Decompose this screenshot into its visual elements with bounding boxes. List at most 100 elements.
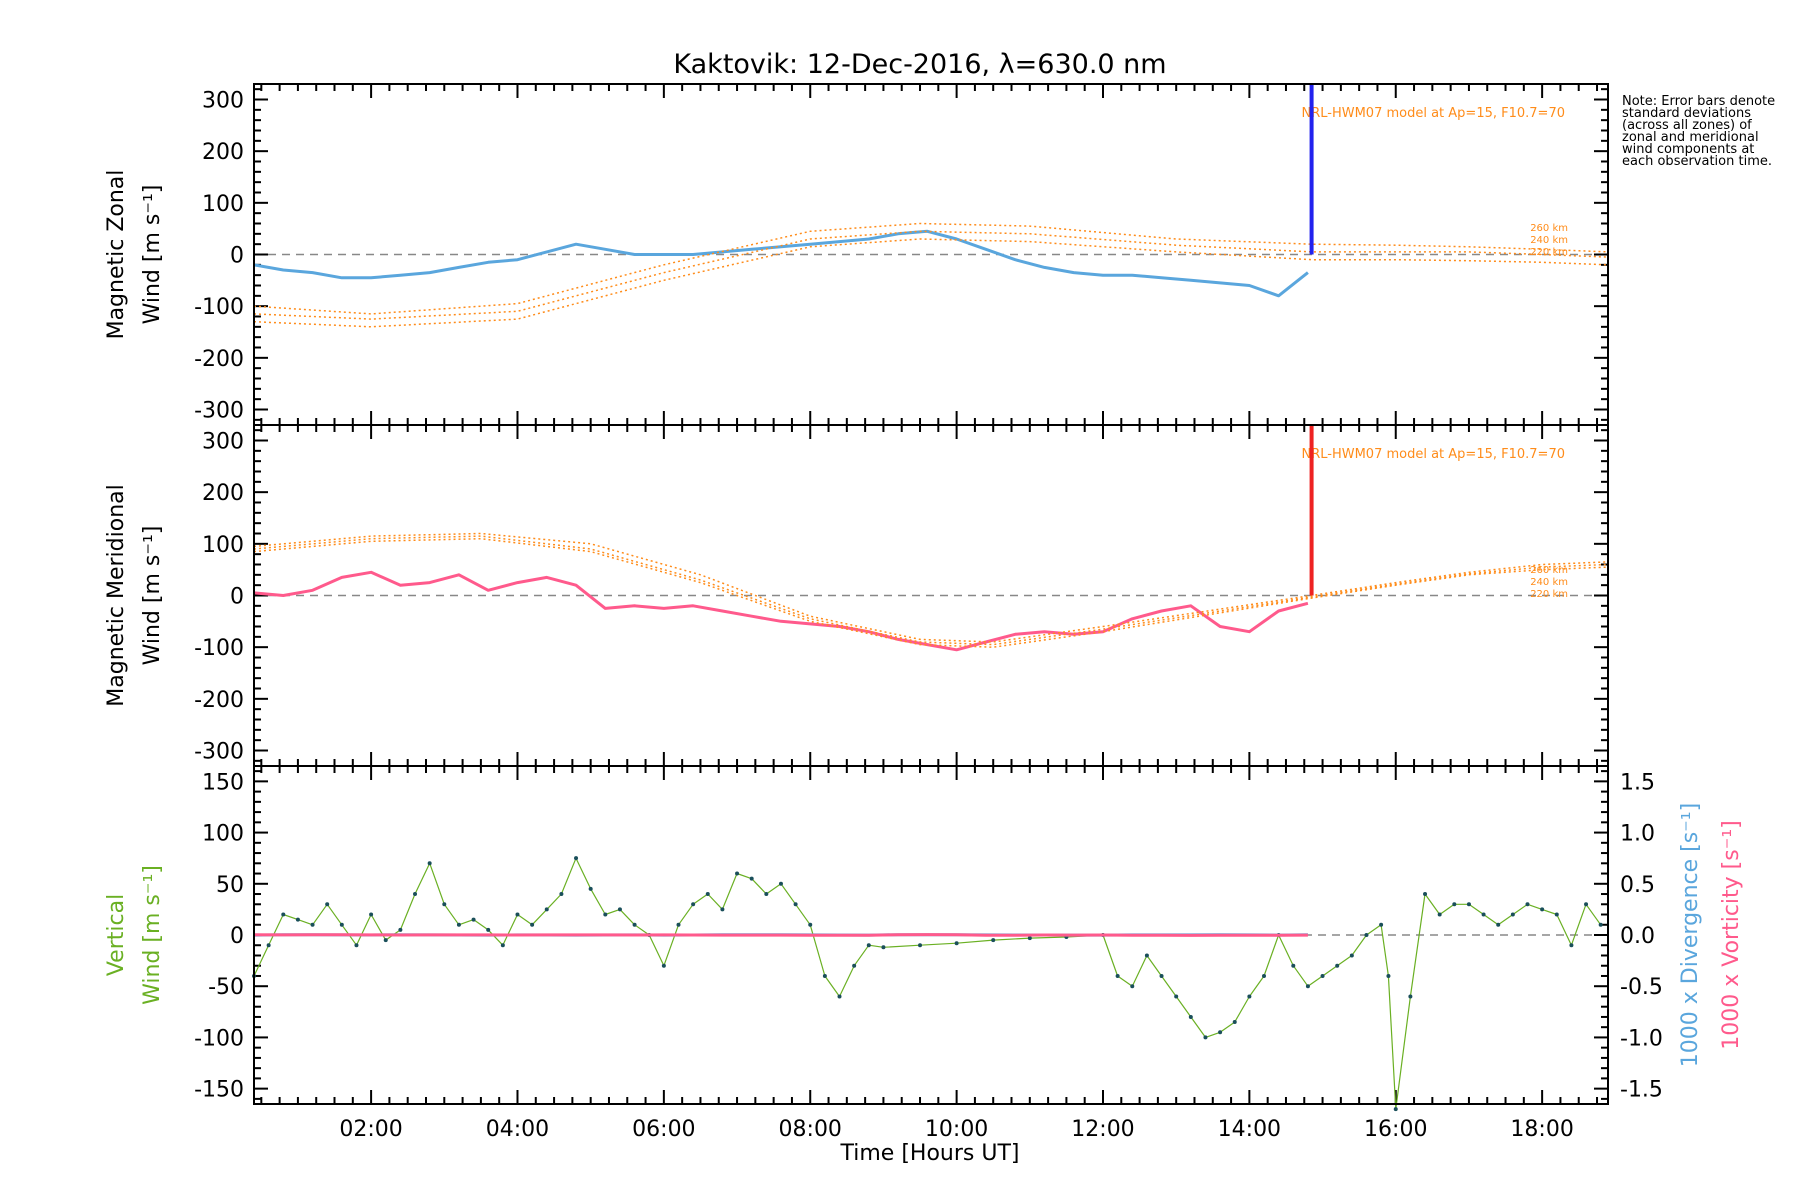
vertical-wind-point xyxy=(310,922,315,927)
error-bar-note: Note: Error bars denote standard deviati… xyxy=(1622,94,1776,169)
x-tick-label: 08:00 xyxy=(779,1117,842,1142)
x-tick-label: 10:00 xyxy=(925,1117,988,1142)
series-model-220km xyxy=(253,537,1609,648)
vertical-wind-point xyxy=(991,938,996,943)
vertical-wind-point xyxy=(574,856,579,861)
model-altitude-label: 240 km xyxy=(1530,235,1568,246)
vertical-wind-point xyxy=(1027,936,1032,941)
vertical-wind-point xyxy=(822,973,827,978)
vertical-wind-point xyxy=(1335,963,1340,968)
vertical-wind-point xyxy=(735,871,740,876)
vertical-wind-point xyxy=(1466,902,1471,907)
vertical-wind-point xyxy=(1115,973,1120,978)
vertical-wind-point xyxy=(1437,912,1442,917)
y-tick-label: 100 xyxy=(202,822,244,847)
series-model-240km xyxy=(253,535,1609,646)
model-label: NRL-HWM07 model at Ap=15, F10.7=70 xyxy=(1302,106,1566,121)
series-mean xyxy=(253,229,1309,298)
panel-vertical: 150 100 50 0 -50 -100 -150 1.5 1.0 0.5 0.0 -0.5 -1.0… xyxy=(104,765,1744,1166)
vertical-wind-point xyxy=(1349,953,1354,958)
y-tick-label: -300 xyxy=(194,399,244,424)
vertical-wind-point xyxy=(1305,984,1310,989)
x-tick-label: 02:00 xyxy=(339,1117,402,1142)
vertical-wind-point xyxy=(632,922,637,927)
panels: 300 200 100 0 -100 -200 -300 Magnetic Zonal Wind… xyxy=(104,83,1744,1166)
x-tick-label: 04:00 xyxy=(486,1117,549,1142)
series-vorticity xyxy=(253,933,1308,937)
vertical-wind-point xyxy=(1320,973,1325,978)
vertical-wind-point xyxy=(1218,1030,1223,1035)
y-axis-label-line2: Wind [m s⁻¹] xyxy=(140,526,165,666)
vertical-wind-point xyxy=(1144,953,1149,958)
y-tick-label: 0 xyxy=(230,924,244,949)
vertical-wind-point xyxy=(500,943,505,948)
y-tick-label: -200 xyxy=(194,347,244,372)
vertical-wind-point xyxy=(1232,1020,1237,1025)
vertical-wind-point xyxy=(617,907,622,912)
vertical-wind-point xyxy=(369,912,374,917)
right-tick-label: -1.5 xyxy=(1620,1078,1663,1103)
vertical-wind-point xyxy=(588,886,593,891)
vertical-wind-point xyxy=(413,892,418,897)
vertical-wind-point xyxy=(515,912,520,917)
vertical-wind-point xyxy=(486,927,491,932)
vertical-wind-point xyxy=(1247,994,1252,999)
vertical-wind-point xyxy=(705,892,710,897)
vertical-wind-point xyxy=(559,892,564,897)
vertical-wind-point xyxy=(1540,907,1545,912)
vertical-wind-point xyxy=(1130,984,1135,989)
model-altitude-label: 240 km xyxy=(1530,577,1568,588)
y-tick-label: 200 xyxy=(202,140,244,165)
y-tick-label: 50 xyxy=(216,873,244,898)
y-tick-label: 200 xyxy=(202,481,244,506)
y-tick-label: 300 xyxy=(202,430,244,455)
panel-meridional: 300 200 100 0 -100 -200 -300 Magnetic Meridiona… xyxy=(104,424,1609,767)
vertical-wind-point xyxy=(954,941,959,946)
right-tick-label: 1.5 xyxy=(1620,770,1655,795)
vertical-wind-point xyxy=(471,917,476,922)
vertical-wind-point xyxy=(603,912,608,917)
vertical-wind-point xyxy=(1393,1107,1398,1112)
vertical-wind-point xyxy=(544,907,549,912)
panel-frame xyxy=(253,765,1609,1105)
x-tick-label: 12:00 xyxy=(1071,1117,1134,1142)
vertical-wind-point xyxy=(427,861,432,866)
vertical-wind-point xyxy=(1496,922,1501,927)
vertical-wind-point xyxy=(764,892,769,897)
vertical-wind-point xyxy=(837,994,842,999)
model-altitude-label: 260 km xyxy=(1530,223,1568,234)
right-tick-label: -1.0 xyxy=(1620,1026,1663,1051)
right-tick-label: 0.5 xyxy=(1620,873,1655,898)
y-tick-label: -100 xyxy=(194,295,244,320)
right-axis-label-divergence: 1000 x Divergence [s⁻¹] xyxy=(1678,803,1703,1067)
model-label: NRL-HWM07 model at Ap=15, F10.7=70 xyxy=(1302,447,1566,462)
vertical-wind-point xyxy=(456,922,461,927)
vertical-wind-point xyxy=(383,938,388,943)
y-axis-label-line1: Magnetic Meridional xyxy=(104,484,129,706)
figure-title: Kaktovik: 12-Dec-2016, λ=630.0 nm xyxy=(673,49,1166,80)
y-tick-label: 100 xyxy=(202,533,244,558)
x-tick-label: 18:00 xyxy=(1510,1117,1573,1142)
x-tick-label: 14:00 xyxy=(1218,1117,1281,1142)
y-tick-label: 300 xyxy=(202,89,244,114)
y-axis-label-line1: Vertical xyxy=(104,894,129,976)
series-model-260km xyxy=(253,222,1609,315)
vertical-wind-point xyxy=(793,902,798,907)
vertical-wind-point xyxy=(1584,902,1589,907)
y-tick-label: 100 xyxy=(202,192,244,217)
vertical-wind-point xyxy=(691,902,696,907)
y-tick-label: 150 xyxy=(202,770,244,795)
vertical-wind-point xyxy=(339,922,344,927)
vertical-wind-point xyxy=(749,876,754,881)
y-tick-label: -150 xyxy=(194,1078,244,1103)
y-tick-label: 0 xyxy=(230,585,244,610)
model-altitude-label: 220 km xyxy=(1530,247,1568,258)
vertical-wind-point xyxy=(1174,994,1179,999)
vertical-wind-point xyxy=(442,902,447,907)
vertical-wind-point xyxy=(778,881,783,886)
vertical-wind-point xyxy=(1525,902,1530,907)
series-model-220km xyxy=(253,238,1609,328)
vertical-wind-point xyxy=(1554,912,1559,917)
vertical-wind-point xyxy=(1291,963,1296,968)
